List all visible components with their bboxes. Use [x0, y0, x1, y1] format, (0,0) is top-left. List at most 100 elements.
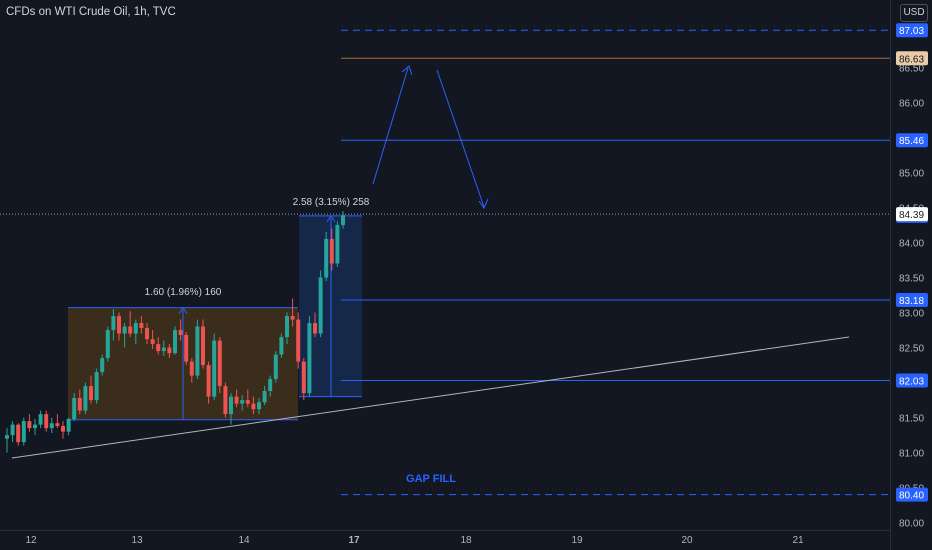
- candle[interactable]: [77, 389, 82, 415]
- y-tick-label: 81.00: [899, 449, 924, 460]
- candle-body: [100, 358, 105, 373]
- candle[interactable]: [139, 316, 144, 334]
- candle[interactable]: [150, 330, 155, 349]
- candle[interactable]: [49, 417, 54, 434]
- y-tick-label: 80.00: [899, 519, 924, 530]
- candle-body: [285, 316, 289, 338]
- candle[interactable]: [55, 414, 60, 429]
- candle[interactable]: [217, 337, 222, 394]
- projection-arrow-up[interactable]: [372, 67, 409, 185]
- candle[interactable]: [240, 395, 245, 411]
- candle[interactable]: [178, 319, 183, 341]
- candle[interactable]: [201, 319, 205, 369]
- candle[interactable]: [313, 312, 317, 338]
- candle-body: [33, 424, 37, 429]
- candle[interactable]: [212, 333, 217, 401]
- candle[interactable]: [167, 344, 172, 359]
- candle[interactable]: [27, 414, 32, 432]
- candle-body: [262, 391, 267, 403]
- price-label-text: 86.63: [899, 54, 924, 65]
- candle[interactable]: [229, 393, 233, 425]
- candle[interactable]: [285, 312, 289, 345]
- candle[interactable]: [10, 421, 15, 443]
- trendline[interactable]: [11, 336, 850, 459]
- projection-arrow-down[interactable]: [436, 69, 485, 208]
- candle-body: [105, 330, 110, 359]
- axes-layer: 80.0080.5081.0081.5082.0082.5083.0083.50…: [25, 23, 928, 546]
- time-axis-divider: [0, 530, 890, 531]
- candle-body: [335, 224, 340, 264]
- candle-body: [313, 323, 317, 334]
- y-tick-label: 81.50: [899, 414, 924, 425]
- y-tick-label: 82.50: [899, 344, 924, 355]
- candle[interactable]: [5, 428, 9, 453]
- candle-body: [111, 316, 116, 331]
- candle[interactable]: [251, 396, 256, 415]
- candle-body: [10, 424, 15, 436]
- candle[interactable]: [66, 417, 71, 436]
- candle[interactable]: [335, 221, 340, 268]
- candle[interactable]: [89, 375, 93, 404]
- y-tick-label: 85.00: [899, 168, 924, 179]
- candle[interactable]: [111, 309, 116, 341]
- candle[interactable]: [195, 319, 200, 380]
- candle[interactable]: [156, 337, 161, 355]
- candle-body: [27, 421, 32, 429]
- candle[interactable]: [245, 389, 250, 408]
- candle[interactable]: [223, 382, 228, 418]
- candles-layer: [5, 210, 345, 453]
- candle[interactable]: [100, 354, 105, 376]
- candle-body: [21, 421, 26, 443]
- candle[interactable]: [273, 351, 278, 383]
- x-tick-label: 14: [238, 535, 250, 546]
- candle[interactable]: [128, 311, 133, 338]
- y-tick-label: 84.00: [899, 239, 924, 250]
- candle[interactable]: [72, 393, 77, 422]
- candle[interactable]: [307, 316, 312, 397]
- drawings-front-layer: 1.60 (1.96%) 160 2.58 (3.15%) 258 GAP FILL: [0, 65, 890, 485]
- candle[interactable]: [145, 323, 149, 345]
- candle-body: [245, 400, 250, 404]
- candle[interactable]: [318, 270, 323, 338]
- candle[interactable]: [324, 231, 329, 282]
- candle[interactable]: [61, 421, 65, 439]
- candle[interactable]: [133, 319, 138, 345]
- measure-range-label: 1.60 (1.96%) 160: [145, 287, 222, 298]
- candle[interactable]: [206, 361, 211, 404]
- candle[interactable]: [279, 333, 284, 359]
- candle[interactable]: [189, 358, 194, 383]
- candle[interactable]: [83, 382, 88, 415]
- candle[interactable]: [122, 323, 127, 348]
- candle[interactable]: [33, 419, 37, 436]
- candle[interactable]: [105, 326, 110, 362]
- candle[interactable]: [94, 368, 99, 404]
- x-tick-label: 13: [131, 535, 143, 546]
- last-price-text: 84.39: [899, 210, 924, 221]
- candle[interactable]: [173, 326, 177, 355]
- currency-button[interactable]: USD: [900, 4, 928, 22]
- candle[interactable]: [234, 389, 239, 408]
- candle[interactable]: [296, 312, 301, 369]
- candle[interactable]: [184, 332, 189, 366]
- candle[interactable]: [38, 410, 43, 429]
- candle[interactable]: [117, 312, 121, 341]
- candle[interactable]: [301, 358, 306, 401]
- candle-body: [279, 337, 284, 355]
- candle-body: [66, 419, 71, 432]
- candle[interactable]: [44, 410, 49, 432]
- candle-body: [296, 319, 301, 362]
- candle-body: [117, 316, 121, 334]
- candle[interactable]: [16, 423, 21, 446]
- candle-body: [173, 330, 177, 354]
- price-label-text: 85.46: [899, 136, 924, 147]
- candle[interactable]: [21, 417, 26, 446]
- candle[interactable]: [262, 386, 267, 406]
- candle[interactable]: [268, 375, 273, 397]
- candle[interactable]: [290, 298, 295, 327]
- candle[interactable]: [161, 340, 166, 356]
- candle-body: [318, 277, 323, 334]
- candle[interactable]: [257, 398, 261, 415]
- candle[interactable]: [329, 228, 334, 271]
- candle-body: [133, 323, 138, 334]
